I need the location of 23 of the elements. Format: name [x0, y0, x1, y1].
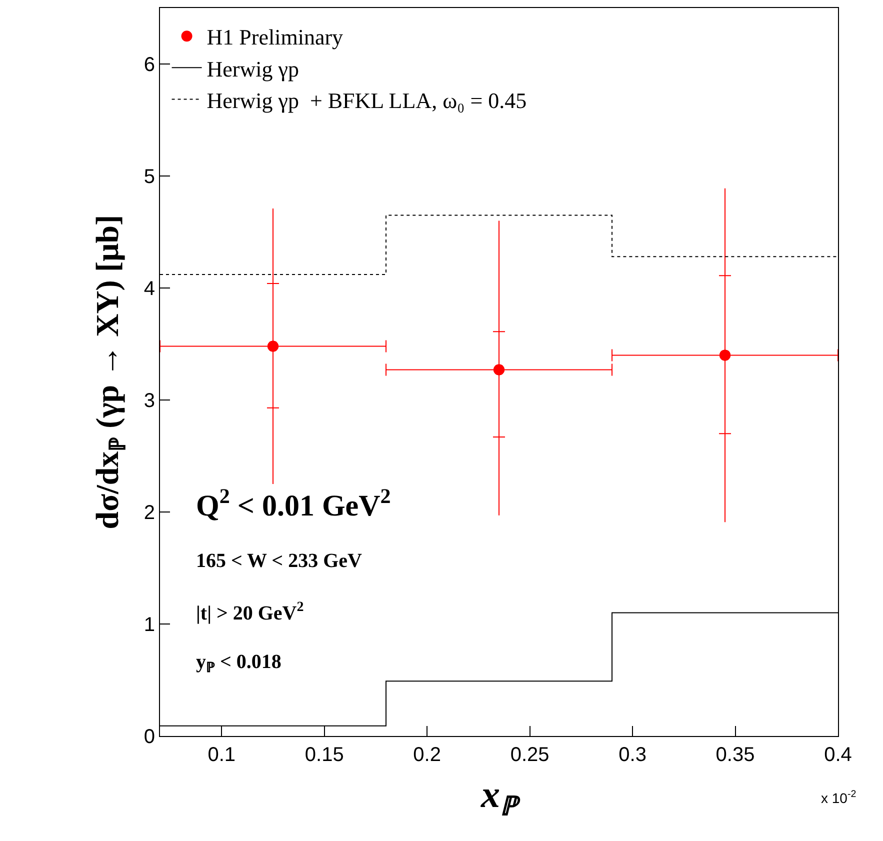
- x-tick-label: 0.1: [208, 744, 236, 766]
- x-tick-label: 0.3: [618, 744, 646, 766]
- x-axis-title: x$_{ℙ}$: [480, 774, 521, 822]
- legend-label: H1 Preliminary: [206, 24, 344, 50]
- y-tick-label: 3: [144, 390, 155, 412]
- text: x 10$^{-2}$: [821, 789, 856, 806]
- x-tick-label: 0.4: [824, 744, 852, 766]
- x-tick-label: 0.2: [413, 744, 441, 766]
- x-tick-label: 0.15: [304, 744, 344, 766]
- y-tick-label: 2: [144, 502, 155, 524]
- x-tick-label: 0.35: [716, 744, 755, 766]
- legend-label: Herwig γp + BFKL LLA, ω₀ = 0.45: [206, 88, 527, 113]
- annotation: |t| > 20 GeV$^{2}$: [196, 600, 304, 624]
- y-tick-label: 1: [144, 614, 155, 636]
- legend-label: Herwig γp: [206, 56, 299, 82]
- y-tick-label: 5: [144, 166, 155, 188]
- y-tick-label: 6: [144, 54, 155, 76]
- x-tick-label: 0.25: [510, 744, 550, 766]
- annotation: Q$^{2}$ < 0.01 GeV$^{2}$: [196, 484, 391, 523]
- y-tick-label: 4: [144, 278, 155, 300]
- y-tick-label: 0: [144, 726, 155, 748]
- annotation: y$_{ℙ}$ < 0.018: [196, 651, 282, 676]
- annotation: 165 < W < 233 GeV: [196, 550, 363, 572]
